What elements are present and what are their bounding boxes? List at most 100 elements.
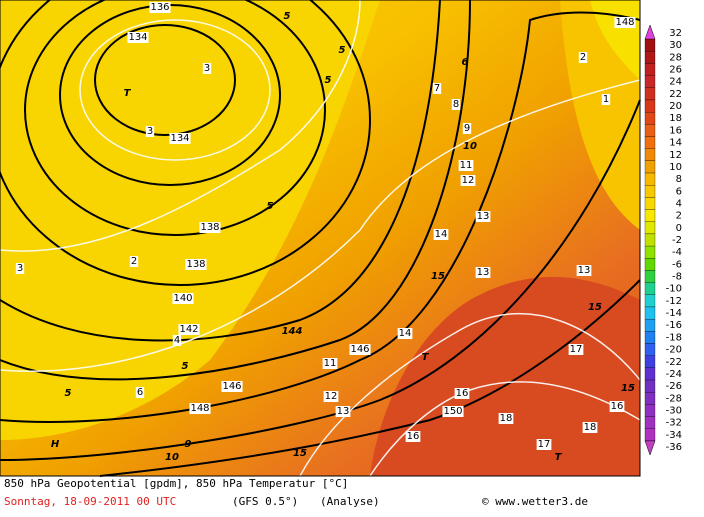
map-label: 11: [460, 160, 473, 171]
colorbar-band: [644, 99, 656, 113]
colorbar-band: [644, 136, 656, 149]
colorbar-label: -10: [666, 284, 682, 295]
map-label-box: [199, 222, 221, 233]
colorbar-band: [644, 404, 656, 417]
map-label: 1: [603, 94, 609, 105]
colorbar-label: 10: [669, 162, 682, 173]
colorbar-label: 26: [669, 65, 682, 76]
map-label: 13: [477, 267, 490, 278]
map-label-box: [568, 344, 584, 355]
colorbar-label: 14: [669, 138, 682, 149]
map-label-box: [145, 126, 155, 137]
colorbar-label: -8: [672, 272, 682, 283]
colorbar-band: [644, 172, 656, 186]
colorbar-band: [644, 87, 656, 101]
map-label-box: [536, 439, 552, 450]
footer-credit: © www.wetter3.de: [482, 495, 588, 508]
map-label: 12: [325, 391, 338, 402]
map-label-box: [172, 293, 194, 304]
map-label: 136: [150, 2, 169, 13]
colorbar-label: 28: [669, 52, 682, 63]
colorbar-label: -28: [666, 393, 682, 404]
map-label: 10: [165, 452, 179, 463]
colorbar-band: [644, 38, 656, 52]
map-label: 15: [293, 448, 307, 459]
map-label: 11: [324, 358, 337, 369]
map-label-box: [451, 99, 461, 110]
map-label: 17: [570, 344, 583, 355]
map-frame: [0, 0, 641, 477]
map-label-box: [454, 388, 470, 399]
map-label: 10: [463, 141, 477, 152]
colorbar: 32302826242220181614121086420-2-4-6-8-10…: [644, 24, 682, 456]
colorbar-label: 22: [669, 89, 682, 100]
colorbar-band: [644, 75, 656, 88]
colorbar-label: 16: [669, 125, 682, 136]
map-label-box: [172, 335, 182, 346]
map-label-box: [15, 263, 25, 274]
map-label: 6: [462, 57, 469, 68]
colorbar-label: -22: [666, 357, 682, 368]
map-label-box: [397, 328, 413, 339]
colorbar-arrow: [644, 24, 656, 40]
map-label: 17: [538, 439, 551, 450]
warm-region: [370, 276, 640, 476]
map-label: 138: [186, 259, 205, 270]
map-label-box: [432, 83, 442, 94]
map-label-box: [433, 229, 449, 240]
colorbar-band: [644, 185, 656, 198]
map-label: 8: [453, 99, 459, 110]
colorbar-label: 30: [669, 40, 682, 51]
map-label: 5: [267, 201, 274, 212]
colorbar-label: -18: [666, 332, 682, 343]
map-label: 9: [185, 439, 192, 450]
footer-model: (GFS 0.5°): [232, 495, 298, 508]
cold-region: [0, 0, 380, 440]
map-label-box: [129, 256, 139, 267]
map-label-box: [335, 406, 351, 417]
colorbar-label: -14: [666, 308, 682, 319]
map-label: 18: [500, 413, 513, 424]
footer-date: Sonntag, 18-09-2011 00 UTC: [4, 495, 176, 508]
colorbar-band: [644, 245, 656, 259]
map-label: 16: [456, 388, 469, 399]
map-label: 13: [337, 406, 350, 417]
colorbar-band: [644, 428, 656, 442]
colorbar-band: [644, 331, 656, 344]
map-label: 5: [65, 388, 72, 399]
colorbar-arrow: [644, 440, 656, 456]
map-label-box: [609, 401, 625, 412]
colorbar-label: 20: [669, 101, 682, 112]
colorbar-band: [644, 379, 656, 393]
colorbar-band: [644, 355, 656, 369]
map-label-box: [475, 211, 491, 222]
map-label: 13: [477, 211, 490, 222]
colorbar-band: [644, 111, 656, 125]
map-label-box: [221, 381, 243, 392]
map-label-box: [582, 422, 598, 433]
colorbar-band: [644, 233, 656, 247]
colorbar-band: [644, 416, 656, 429]
isotherms: [0, 0, 640, 476]
map-label-box: [498, 413, 514, 424]
map-label: T: [124, 88, 132, 99]
map-label: 146: [222, 381, 241, 392]
map-label: 3: [147, 126, 153, 137]
map-label: 3: [17, 263, 23, 274]
map-label: 13: [578, 265, 591, 276]
footer-title: 850 hPa Geopotential [gpdm], 850 hPa Tem…: [4, 477, 348, 490]
colorbar-band: [644, 221, 656, 235]
map-label-box: [127, 32, 149, 43]
map-label: 9: [464, 123, 470, 134]
map-label: 140: [173, 293, 192, 304]
map-label: H: [51, 439, 60, 450]
map-label: 148: [190, 403, 209, 414]
map-label-box: [460, 175, 476, 186]
map-label-box: [149, 2, 171, 13]
colorbar-label: -26: [666, 381, 682, 392]
colorbar-label: 18: [669, 113, 682, 124]
map-label-box: [135, 387, 145, 398]
map-label-box: [323, 391, 339, 402]
map-label: 148: [615, 17, 634, 28]
